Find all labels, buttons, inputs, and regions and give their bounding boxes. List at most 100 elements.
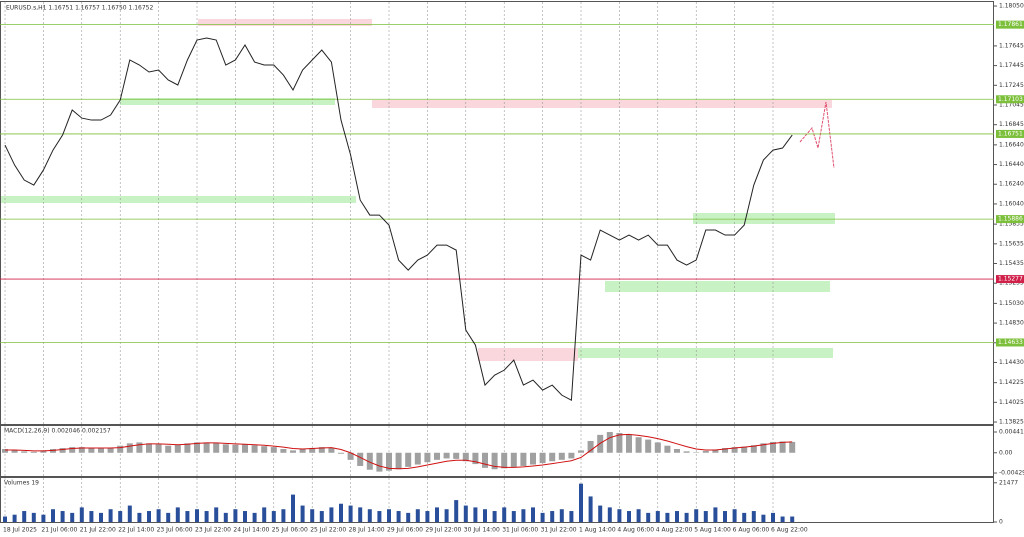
macd-bar (741, 446, 748, 453)
volume-bar (473, 507, 478, 522)
volume-bar (694, 509, 699, 522)
y-tick-label: 1.17645 (999, 42, 1024, 49)
y-tick-label: 1.16640 (999, 141, 1024, 148)
macd-bar (146, 443, 152, 453)
macd-bar (635, 437, 642, 453)
price-line (4, 37, 793, 401)
volume-bar (348, 505, 353, 522)
demand-zone (578, 348, 833, 358)
macd-bar (654, 442, 661, 453)
y-tick-label: 1.15030 (999, 300, 1024, 307)
y-tick-label: 0.00 (999, 449, 1013, 456)
macd-bar (59, 448, 66, 453)
macd-bar (357, 452, 364, 466)
volume-bar (463, 505, 468, 522)
macd-bar (2, 448, 8, 453)
volume-bar (339, 503, 343, 522)
volume-bar (60, 511, 65, 522)
volume-bar (99, 512, 103, 522)
macd-bar (482, 452, 488, 468)
volume-bar (185, 511, 190, 522)
volume-bar (742, 512, 747, 522)
volume-bar (271, 511, 276, 522)
y-tick-label: 1.15235 (999, 280, 1024, 287)
macd-bar (722, 448, 728, 453)
macd-bar (165, 445, 172, 453)
macd-bar (731, 447, 738, 453)
macd-bar (472, 452, 479, 465)
volume-bar (195, 509, 199, 522)
macd-bar (568, 452, 575, 459)
macd-bar (136, 442, 143, 453)
y-tick-label: 0.00441 (999, 428, 1024, 435)
volume-bar (291, 494, 295, 522)
demand-zone (120, 98, 335, 105)
macd-bar (299, 448, 306, 453)
volume-bar (31, 512, 36, 522)
y-tick-label: 1.15635 (999, 240, 1024, 247)
macd-bar (462, 452, 469, 462)
y-tick-label: 1.16845 (999, 121, 1024, 128)
volume-bar (415, 509, 420, 522)
macd-bar (645, 439, 652, 453)
x-tick-label: 4 Aug 22:00 (656, 527, 693, 534)
volume-bar (89, 511, 94, 522)
macd-bar (174, 444, 181, 453)
volume-bar (790, 516, 795, 522)
macd-bar (549, 452, 556, 462)
supply-zone (478, 348, 578, 361)
volume-bar (444, 509, 449, 522)
macd-title: MACD(12,26,9) 0.002046 0.002157 (4, 428, 111, 435)
macd-bar (155, 444, 162, 453)
macd-bar (414, 452, 421, 465)
volume-bar (636, 509, 641, 522)
level-label: 1.16751 (998, 130, 1023, 137)
supply-zone (198, 19, 372, 26)
y-tick-label: 1.16040 (999, 200, 1024, 207)
chart-title: EURUSD.s,H1 1.16751 1.16757 1.16750 1.16… (6, 5, 153, 12)
volume-bar (675, 511, 679, 522)
macd-bar (664, 445, 671, 453)
volume-bar (703, 511, 708, 522)
macd-bar (434, 452, 440, 460)
volume-bar (406, 512, 411, 522)
level-tag (996, 215, 1024, 224)
macd-bar (21, 451, 28, 453)
macd-bar (126, 443, 133, 453)
y-tick-label: 1.14225 (999, 379, 1024, 386)
macd-bar (194, 442, 200, 453)
volume-bar (214, 507, 219, 522)
volume-bar (108, 509, 113, 522)
volume-bar (281, 509, 286, 522)
y-tick-label: 1.16240 (999, 181, 1024, 188)
volume-bar (387, 509, 391, 522)
y-tick-label: 1.17045 (999, 101, 1024, 108)
volume-bar (358, 507, 363, 522)
level-tag (996, 338, 1024, 347)
volume-bar (300, 505, 305, 522)
volume-bar (367, 509, 372, 522)
macd-bar (78, 447, 85, 453)
volume-bar (723, 511, 727, 522)
macd-bar (30, 451, 37, 453)
level-label: 1.15886 (998, 216, 1023, 223)
macd-bar (674, 448, 680, 453)
volume-bar (137, 512, 142, 522)
macd-bar (712, 449, 719, 453)
supply-zone (372, 100, 832, 108)
macd-bar (558, 452, 565, 460)
macd-bar (395, 452, 402, 470)
volume-bar (166, 512, 171, 522)
y-tick-label: 1.14830 (999, 320, 1024, 327)
y-tick-label: 1.15435 (999, 260, 1024, 267)
x-tick-label: 4 Aug 06:00 (617, 527, 654, 534)
y-tick-label: -0.004298 (999, 470, 1024, 477)
x-tick-label: 6 Aug 06:00 (733, 527, 770, 534)
macd-bar (88, 448, 95, 453)
macd-bar (251, 445, 258, 453)
volume-bar (540, 512, 545, 522)
macd-bar (405, 452, 412, 467)
volume-frame (0, 477, 994, 523)
macd-bar (203, 442, 210, 453)
